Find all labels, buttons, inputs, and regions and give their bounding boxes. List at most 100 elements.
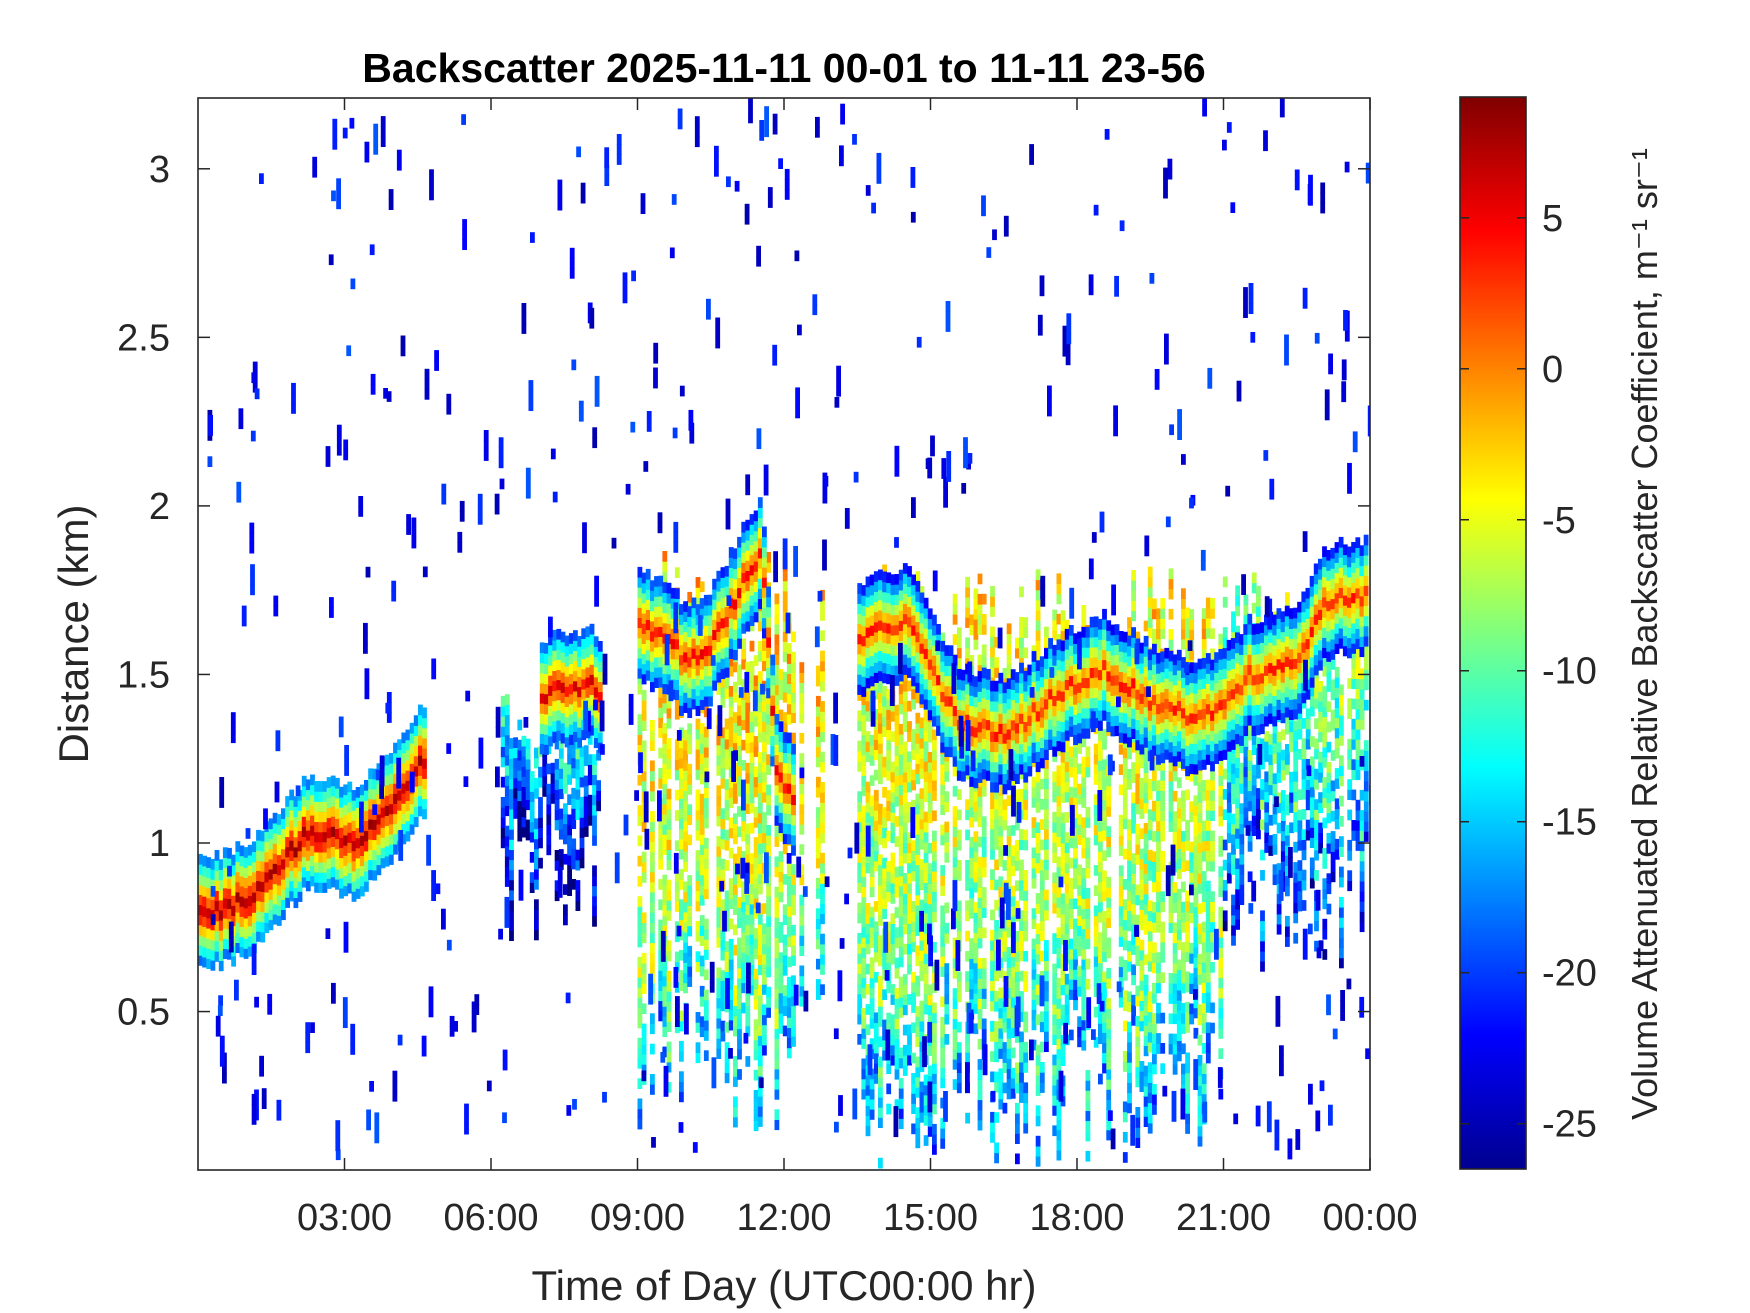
- heatmap-cell: [1347, 789, 1353, 800]
- heatmap-cell: [1152, 982, 1157, 994]
- heatmap-cell: [1035, 822, 1041, 833]
- heatmap-cell: [687, 966, 693, 977]
- heatmap-cell: [674, 840, 680, 852]
- heatmap-cell: [965, 870, 970, 881]
- heatmap-cell: [1068, 898, 1074, 909]
- heatmap-cell: [546, 793, 552, 805]
- heatmap-cell: [716, 835, 722, 847]
- heatmap-cell: [791, 955, 796, 966]
- heatmap-cell: [878, 1076, 883, 1088]
- heatmap-cell: [940, 966, 946, 977]
- heatmap-cell: [741, 648, 747, 660]
- heatmap-cell: [857, 973, 863, 984]
- heatmap-cell: [1122, 1111, 1128, 1123]
- heatmap-cell: [1330, 841, 1336, 852]
- heatmap-cell: [1297, 829, 1303, 841]
- heatmap-cell: [791, 672, 796, 683]
- heatmap-cell: [907, 721, 912, 732]
- heatmap-cell: [898, 1108, 904, 1119]
- heatmap-cell: [658, 697, 664, 708]
- heatmap-cell: [1156, 800, 1161, 812]
- heatmap-cell: [716, 937, 722, 948]
- heatmap-cell: [861, 714, 867, 726]
- heatmap-cell: [1181, 1073, 1186, 1085]
- heatmap-cell: [1339, 937, 1344, 949]
- heatmap-cell: [1035, 609, 1041, 621]
- heatmap-cell: [878, 1056, 883, 1068]
- heatmap-cell: [579, 766, 585, 778]
- heatmap-cell: [1314, 839, 1319, 851]
- heatmap-cell: [1201, 1093, 1207, 1105]
- heatmap-cell: [1168, 578, 1174, 590]
- heatmap-cell: [1218, 977, 1224, 989]
- heatmap-cell: [820, 913, 825, 925]
- heatmap-cell: [1231, 823, 1236, 835]
- heatmap-cell: [1015, 880, 1020, 892]
- heatmap-cell: [575, 768, 581, 780]
- heatmap-cell: [1002, 667, 1008, 679]
- heatmap-cell: [915, 793, 921, 805]
- heatmap-cell: [944, 1013, 950, 1025]
- heatmap-cell: [741, 982, 747, 994]
- heatmap-cell: [1231, 864, 1236, 875]
- heatmap-cell: [1297, 718, 1303, 730]
- heatmap-cell: [517, 800, 523, 812]
- heatmap-cell: [894, 1028, 900, 1040]
- heatmap-cell: [1035, 923, 1041, 935]
- heatmap-cell: [1201, 871, 1207, 882]
- heatmap-cell: [882, 1029, 887, 1041]
- heatmap-cell: [969, 988, 975, 1000]
- heatmap-cell: [1056, 816, 1062, 827]
- heatmap-cell: [1131, 944, 1136, 955]
- heatmap-cell: [1205, 971, 1211, 983]
- heatmap-cell: [666, 910, 672, 921]
- heatmap-cell: [1002, 1052, 1008, 1063]
- heatmap-cell: [1247, 750, 1253, 761]
- heatmap-cell: [1135, 823, 1141, 835]
- heatmap-cell: [952, 866, 958, 878]
- heatmap-cell: [1143, 1085, 1149, 1097]
- heatmap-cell: [1218, 815, 1224, 827]
- heatmap-cell: [857, 791, 863, 802]
- heatmap-cell: [902, 680, 908, 692]
- heatmap-cell: [1172, 983, 1178, 994]
- heatmap-cell: [1052, 1014, 1058, 1025]
- heatmap-cell: [1160, 618, 1166, 629]
- heatmap-cell: [816, 746, 821, 758]
- heatmap-cell: [1085, 1150, 1091, 1162]
- heatmap-cell: [666, 798, 672, 810]
- heatmap-cell: [861, 866, 867, 877]
- heatmap-cell: [973, 831, 979, 842]
- heatmap-cell: [869, 886, 875, 898]
- heatmap-cell: [998, 1048, 1004, 1059]
- heatmap-cell: [571, 858, 577, 870]
- heatmap-cell: [911, 1123, 916, 1135]
- heatmap-cell: [728, 847, 734, 859]
- heatmap-cell: [869, 836, 875, 847]
- heatmap-cell: [894, 967, 900, 979]
- heatmap-cell: [741, 709, 747, 721]
- heatmap-cell: [567, 763, 572, 775]
- heatmap-cell: [1015, 951, 1020, 962]
- heatmap-cell: [1205, 1022, 1211, 1033]
- heatmap-cell: [1031, 989, 1037, 1000]
- heatmap-cell: [1147, 1092, 1153, 1104]
- heatmap-cell: [1201, 618, 1207, 629]
- heatmap-cell: [1268, 845, 1274, 856]
- heatmap-cell: [1010, 906, 1016, 917]
- heatmap-cell: [919, 717, 925, 729]
- heatmap-cell: [799, 985, 805, 997]
- heatmap-cell: [998, 805, 1004, 817]
- heatmap-cell: [1222, 768, 1228, 780]
- heatmap-cell: [571, 767, 577, 779]
- heatmap-cell: [1222, 859, 1228, 871]
- heatmap-cell: [716, 997, 722, 1009]
- heatmap-cell: [575, 748, 581, 760]
- heatmap-cell: [1309, 867, 1315, 879]
- heatmap-cell: [1118, 956, 1124, 968]
- heatmap-cell: [886, 749, 892, 761]
- heatmap-cell: [1205, 951, 1211, 963]
- heatmap-cell: [820, 589, 825, 601]
- heatmap-cell: [1052, 609, 1058, 621]
- heatmap-cell: [878, 874, 883, 886]
